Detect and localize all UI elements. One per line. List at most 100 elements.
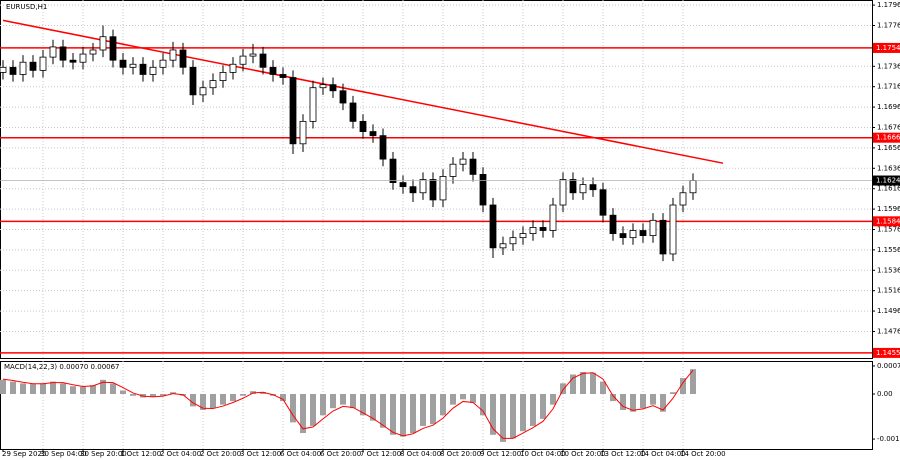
x-tick-label: 7 Oct 12:00 <box>360 450 401 458</box>
candle-body <box>659 219 667 255</box>
candle-body <box>369 131 377 137</box>
macd-bar <box>540 394 546 419</box>
macd-bar <box>670 392 676 394</box>
macd-bar <box>630 394 636 412</box>
candle-body <box>609 214 617 234</box>
candle-body <box>29 61 37 71</box>
candle-body <box>119 59 127 68</box>
candle-body <box>39 56 47 71</box>
candle-body <box>379 135 387 160</box>
macd-bar <box>530 394 536 426</box>
current-price-box <box>873 175 900 186</box>
macd-bar <box>240 394 246 396</box>
candle-body <box>209 80 217 89</box>
candle-body <box>529 227 537 234</box>
candle-body <box>9 66 17 75</box>
level-label-box <box>873 347 900 358</box>
candle-body <box>629 230 637 239</box>
candle-body <box>189 66 197 96</box>
y-tick-label: 1.1636 <box>877 164 900 172</box>
y-tick-label: 1.1616 <box>877 185 900 193</box>
macd-bar <box>640 394 646 409</box>
macd-bar <box>30 384 36 394</box>
candle-body <box>679 192 687 206</box>
candle-body <box>389 158 397 183</box>
y-tick-label: 1.1796 <box>877 1 900 9</box>
candle-body <box>69 59 77 63</box>
macd-bar <box>70 386 76 394</box>
candle-body <box>419 179 427 194</box>
macd-bar <box>660 394 666 412</box>
macd-bar <box>370 394 376 421</box>
x-tick-label: 2 Oct 20:00 <box>200 450 241 458</box>
candle-body <box>19 61 27 75</box>
candle-body <box>249 53 257 57</box>
macd-bar <box>100 379 106 394</box>
candle-body <box>89 49 97 55</box>
macd-bar <box>340 394 346 405</box>
level-label: 1.1455 <box>876 349 900 357</box>
candle-body <box>79 53 87 63</box>
x-tick-label: 1 Oct 12:00 <box>120 450 161 458</box>
trend-line <box>2 19 724 164</box>
level-label: 1.1666 <box>876 134 900 142</box>
candle-body <box>349 102 357 122</box>
y-tick-label: 1.1576 <box>877 225 900 233</box>
current-price-label: 1.1624 <box>876 177 900 185</box>
macd-bar <box>200 394 206 410</box>
x-tick-label: 9 Oct 12:00 <box>480 450 521 458</box>
x-tick-label: 30 Sep 04:00 <box>40 450 87 458</box>
macd-bar <box>410 394 416 434</box>
candle-body <box>429 179 437 201</box>
macd-bar <box>380 394 386 428</box>
chart-title: EURUSD,H1 <box>6 3 47 11</box>
x-tick-label: 29 Sep 2025 <box>2 450 46 458</box>
macd-bar <box>0 379 6 394</box>
candle-body <box>569 179 577 194</box>
macd-bar <box>210 394 216 409</box>
candle-body <box>59 46 67 61</box>
y-tick-label: 1.1496 <box>877 307 900 315</box>
macd-bar <box>60 383 66 394</box>
macd-bar <box>20 383 26 394</box>
candle-body <box>159 59 167 68</box>
candle-body <box>559 179 567 206</box>
candle-body <box>49 46 57 58</box>
macd-bar <box>460 394 466 400</box>
macd-bar <box>440 394 446 416</box>
candle-body <box>99 36 107 51</box>
macd-bar <box>290 394 296 423</box>
y-tick-label: -0.00127 <box>877 435 900 443</box>
macd-bar <box>330 394 336 409</box>
candle-body <box>619 233 627 239</box>
candle-body <box>299 120 307 145</box>
macd-bar <box>10 381 16 394</box>
macd-panel <box>0 361 873 450</box>
candle-body <box>259 53 267 68</box>
macd-bar <box>490 394 496 435</box>
macd-bar <box>500 394 506 442</box>
y-tick-label: 1.1716 <box>877 83 900 91</box>
price-panel <box>0 0 873 359</box>
macd-bar <box>320 394 326 416</box>
candle-body <box>319 84 327 89</box>
macd-signal-line <box>2 369 694 439</box>
macd-bar <box>190 394 196 407</box>
y-tick-label: 0.00079 <box>877 362 900 370</box>
candle-body <box>579 184 587 194</box>
y-tick-label: 1.1476 <box>877 327 900 335</box>
level-label-box <box>873 42 900 53</box>
x-tick-label: 14 Oct 20:00 <box>680 450 726 458</box>
macd-bar <box>170 392 176 394</box>
candle-body <box>0 66 7 73</box>
macd-bar <box>690 369 696 394</box>
macd-bar <box>220 394 226 405</box>
candle-body <box>509 237 517 245</box>
macd-bar <box>570 374 576 394</box>
y-tick-label: 1.1516 <box>877 287 900 295</box>
level-label-box <box>873 132 900 143</box>
candle-body <box>449 163 457 177</box>
candle-body <box>229 63 237 73</box>
macd-bar <box>510 394 516 439</box>
